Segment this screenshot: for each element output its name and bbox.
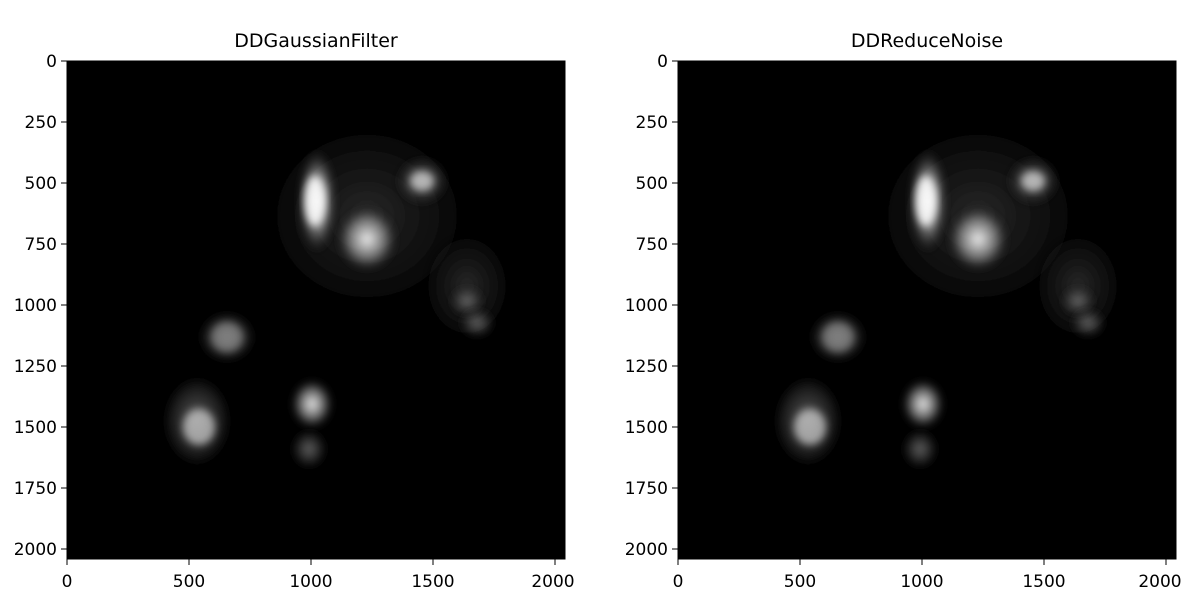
x-tick-label: 1000 <box>289 572 332 592</box>
x-axis: 0 500 1000 1500 2000 <box>673 559 1182 592</box>
y-tick-label: 0 <box>46 52 57 72</box>
y-tick-label: 1750 <box>625 479 668 499</box>
x-tick-label: 1500 <box>1022 572 1065 592</box>
y-tick-label: 2000 <box>14 540 57 560</box>
y-tick-label: 1000 <box>625 296 668 316</box>
y-tick-label: 0 <box>657 52 668 72</box>
y-tick-label: 1000 <box>14 296 57 316</box>
y-tick-label: 2000 <box>625 540 668 560</box>
y-tick-label: 1250 <box>625 357 668 377</box>
x-tick-label: 0 <box>673 572 684 592</box>
x-tick-label: 500 <box>784 572 816 592</box>
y-tick-label: 750 <box>25 235 57 255</box>
x-tick-label: 500 <box>173 572 205 592</box>
y-axis: 0 250 500 750 1000 1250 1500 1750 2000 <box>14 52 67 560</box>
y-tick-label: 500 <box>636 174 668 194</box>
y-tick-label: 1500 <box>14 418 57 438</box>
panel-left: DDGaussianFilter 0 250 500 750 1000 1250… <box>14 30 575 592</box>
panel-right: DDReduceNoise 0 250 500 750 1000 1250 15… <box>625 30 1182 592</box>
x-tick-label: 1500 <box>411 572 454 592</box>
panel-title: DDGaussianFilter <box>234 30 398 52</box>
y-tick-label: 250 <box>636 113 668 133</box>
x-tick-label: 1000 <box>900 572 943 592</box>
y-axis: 0 250 500 750 1000 1250 1500 1750 2000 <box>625 52 678 560</box>
x-tick-label: 2000 <box>531 572 574 592</box>
y-tick-label: 500 <box>25 174 57 194</box>
y-tick-label: 750 <box>636 235 668 255</box>
x-tick-label: 0 <box>62 572 73 592</box>
y-tick-label: 1500 <box>625 418 668 438</box>
panel-title: DDReduceNoise <box>851 30 1003 52</box>
x-axis: 0 500 1000 1500 2000 <box>62 559 575 592</box>
y-tick-label: 1750 <box>14 479 57 499</box>
x-tick-label: 2000 <box>1138 572 1181 592</box>
y-tick-label: 250 <box>25 113 57 133</box>
y-tick-label: 1250 <box>14 357 57 377</box>
